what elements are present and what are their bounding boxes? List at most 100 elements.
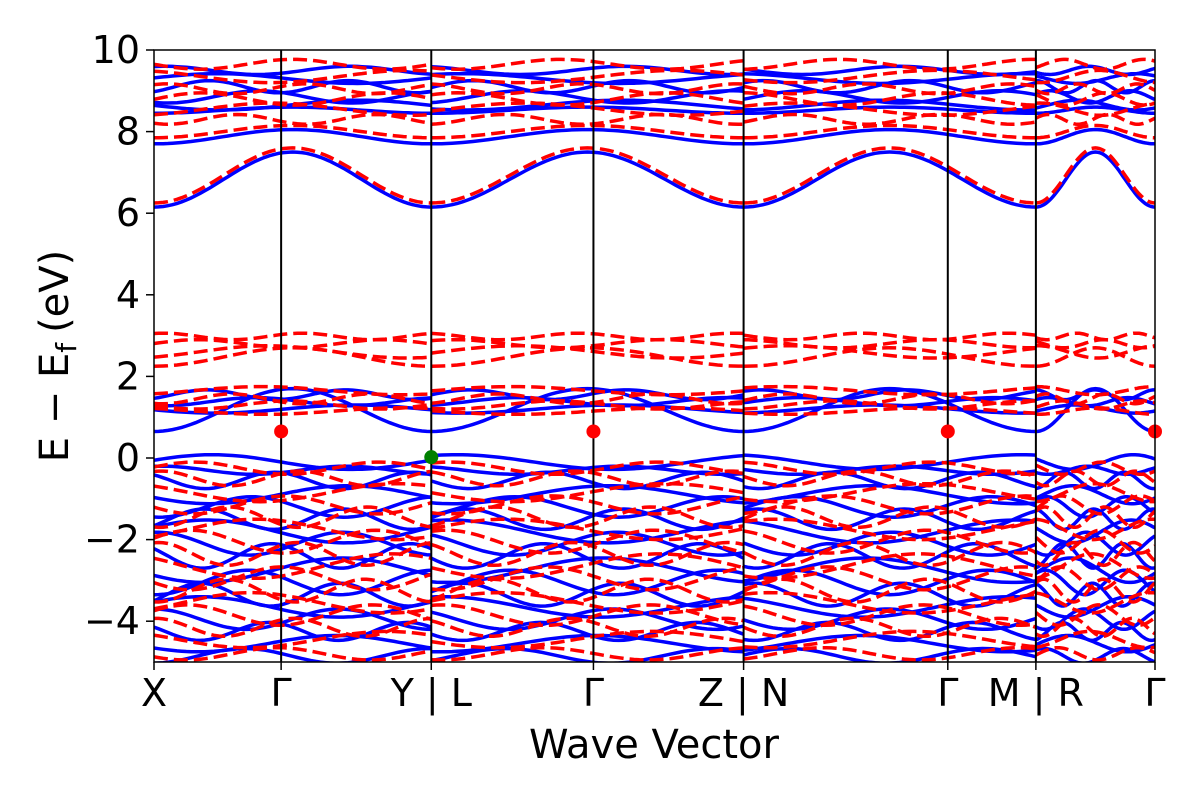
- cbm-marker-1: [586, 424, 601, 439]
- spin-down-band-13-seg-2: [743, 399, 1036, 411]
- spin-up-band-6-seg-0: [154, 71, 432, 86]
- spin-down-band-7-seg-0: [154, 57, 432, 71]
- spin-down-band-21-seg-0: [154, 517, 432, 542]
- spin-down-band-23-seg-2: [742, 540, 1037, 568]
- spin-down-band-3-seg-2: [743, 101, 1037, 118]
- spin-down-band-29-seg-3: [1035, 616, 1155, 639]
- spin-down-band-20-seg-1: [430, 505, 744, 530]
- spin-down-band-29-seg-1: [430, 616, 744, 639]
- spin-down-band-16-seg-3: [1035, 460, 1155, 477]
- spin-down-band-1-seg-1: [431, 123, 744, 140]
- y-axis-label-unit: (eV): [32, 250, 78, 333]
- y-tick-label-0: −4: [84, 599, 140, 643]
- x-tick-label-4: Z | N: [698, 671, 789, 716]
- spin-down-band-3-seg-3: [1035, 101, 1155, 118]
- spin-down-band-5-seg-3: [1035, 82, 1155, 96]
- spin-down-band-27-seg-3: [1035, 590, 1155, 615]
- spin-down-band-10-seg-2: [743, 337, 1036, 350]
- cbm-marker-0: [274, 424, 289, 439]
- x-tick-label-5: Γ: [937, 671, 958, 715]
- y-tick-label-3: 2: [116, 354, 140, 398]
- spin-down-band-11-seg-1: [431, 331, 744, 342]
- spin-down-band-29-seg-0: [154, 616, 432, 639]
- y-axis-ticks: −4 −2 0 2 4 6 8 10: [84, 28, 154, 643]
- spin-up-band-0-seg-1: [431, 150, 744, 209]
- spin-down-band-5-seg-0: [154, 82, 432, 96]
- spin-up-band-20-seg-3: [1035, 541, 1155, 570]
- spin-down-band-8-seg-1: [431, 346, 744, 368]
- spin-down-band-26-seg-0: [154, 577, 432, 604]
- spin-down-band-28-seg-1: [431, 603, 744, 628]
- spin-down-band-11-seg-3: [1035, 331, 1155, 342]
- spin-up-band-18-seg-2: [743, 518, 1037, 545]
- vbm-marker-4: [424, 450, 439, 465]
- spin-up-band-4-seg-0: [154, 89, 432, 105]
- spin-down-band-5-seg-1: [431, 82, 744, 96]
- spin-down-band-20-seg-2: [742, 505, 1037, 530]
- spin-up-band-6-seg-1: [431, 71, 744, 86]
- spin-up-band-10-seg-0: [154, 395, 432, 408]
- spin-up-band-1-seg-2: [743, 127, 1036, 146]
- spin-down-band-26-seg-1: [430, 577, 745, 604]
- spin-down-band-24-seg-1: [430, 552, 745, 581]
- spin-down-band-13-seg-3: [1035, 399, 1155, 411]
- spin-down-band-2-seg-3: [1035, 112, 1155, 126]
- spin-down-band-16-seg-0: [154, 460, 432, 477]
- spin-up-band-14-seg-0: [154, 470, 432, 491]
- spin-up-band-2-seg-3: [1035, 105, 1155, 115]
- spin-up-band-22-seg-2: [742, 568, 1037, 597]
- cbm-marker-2: [940, 424, 955, 439]
- spin-up-band-15-seg-0: [154, 483, 432, 506]
- spin-down-band-11-seg-2: [743, 331, 1037, 342]
- spin-down-band-14-seg-2: [743, 392, 1037, 406]
- x-tick-label-0: X: [141, 671, 167, 715]
- spin-down-band-6-seg-0: [154, 68, 432, 85]
- spin-up-band-1-seg-1: [431, 127, 744, 146]
- spin-up-band-19-seg-1: [430, 530, 744, 557]
- spin-down-band-9-seg-0: [154, 344, 432, 360]
- spin-down-band-4-seg-2: [743, 91, 1036, 107]
- spin-down-band-1-seg-2: [743, 123, 1036, 140]
- spin-up-band-5-seg-0: [154, 78, 432, 95]
- spin-down-band-24-seg-2: [743, 552, 1037, 581]
- spin-down-band-10-seg-3: [1035, 337, 1155, 350]
- spin-down-band-13-seg-0: [154, 399, 432, 411]
- spin-down-band-22-seg-1: [431, 528, 744, 555]
- spin-up-band-12-seg-0: [154, 452, 432, 472]
- spin-down-band-15-seg-1: [431, 384, 744, 397]
- spin-down-band-4-seg-1: [431, 91, 744, 107]
- spin-down-band-14-seg-1: [431, 392, 744, 406]
- spin-down-band-31-seg-0: [154, 645, 432, 662]
- spin-down-band-6-seg-2: [743, 68, 1037, 85]
- spin-up-band-19-seg-0: [154, 530, 432, 557]
- spin-down-band-0-seg-2: [743, 146, 1036, 205]
- spin-down-band-12-seg-2: [743, 406, 1037, 417]
- spin-up-band-21-seg-3: [1034, 556, 1155, 585]
- spin-down-band-2-seg-0: [154, 112, 432, 127]
- spin-up-band-14-seg-3: [1035, 470, 1155, 491]
- bands-layer: [154, 57, 1155, 662]
- spin-up-band-0-seg-0: [154, 150, 432, 209]
- spin-up-band-27-seg-0: [154, 633, 432, 654]
- spin-down-band-7-seg-1: [431, 57, 744, 71]
- spin-down-band-5-seg-2: [743, 82, 1037, 96]
- spin-down-band-4-seg-3: [1035, 91, 1155, 107]
- plot-frame: [153, 49, 1156, 663]
- spin-down-band-3-seg-1: [431, 101, 744, 118]
- spin-down-band-23-seg-0: [154, 540, 432, 568]
- spin-down-band-7-seg-3: [1035, 57, 1155, 71]
- spin-up-band-28-seg-2: [743, 646, 1037, 662]
- spin-down-band-24-seg-3: [1035, 552, 1155, 581]
- spin-down-band-18-seg-1: [431, 481, 744, 504]
- spin-up-band-18-seg-0: [154, 518, 432, 545]
- spin-up-band-8-seg-1: [431, 386, 744, 434]
- y-axis-label: E − Ef (eV): [32, 250, 83, 463]
- spin-down-band-13-seg-1: [431, 399, 744, 411]
- spin-down-band-19-seg-2: [743, 494, 1037, 516]
- x-axis-ticks: X Γ Y | L Γ Z | N Γ M | R Γ: [141, 662, 1166, 716]
- spin-up-band-8-seg-2: [743, 386, 1036, 434]
- spin-down-band-29-seg-2: [742, 616, 1037, 638]
- x-axis-label: Wave Vector: [529, 722, 780, 768]
- spin-down-band-11-seg-0: [154, 331, 432, 342]
- spin-down-band-20-seg-0: [154, 505, 432, 530]
